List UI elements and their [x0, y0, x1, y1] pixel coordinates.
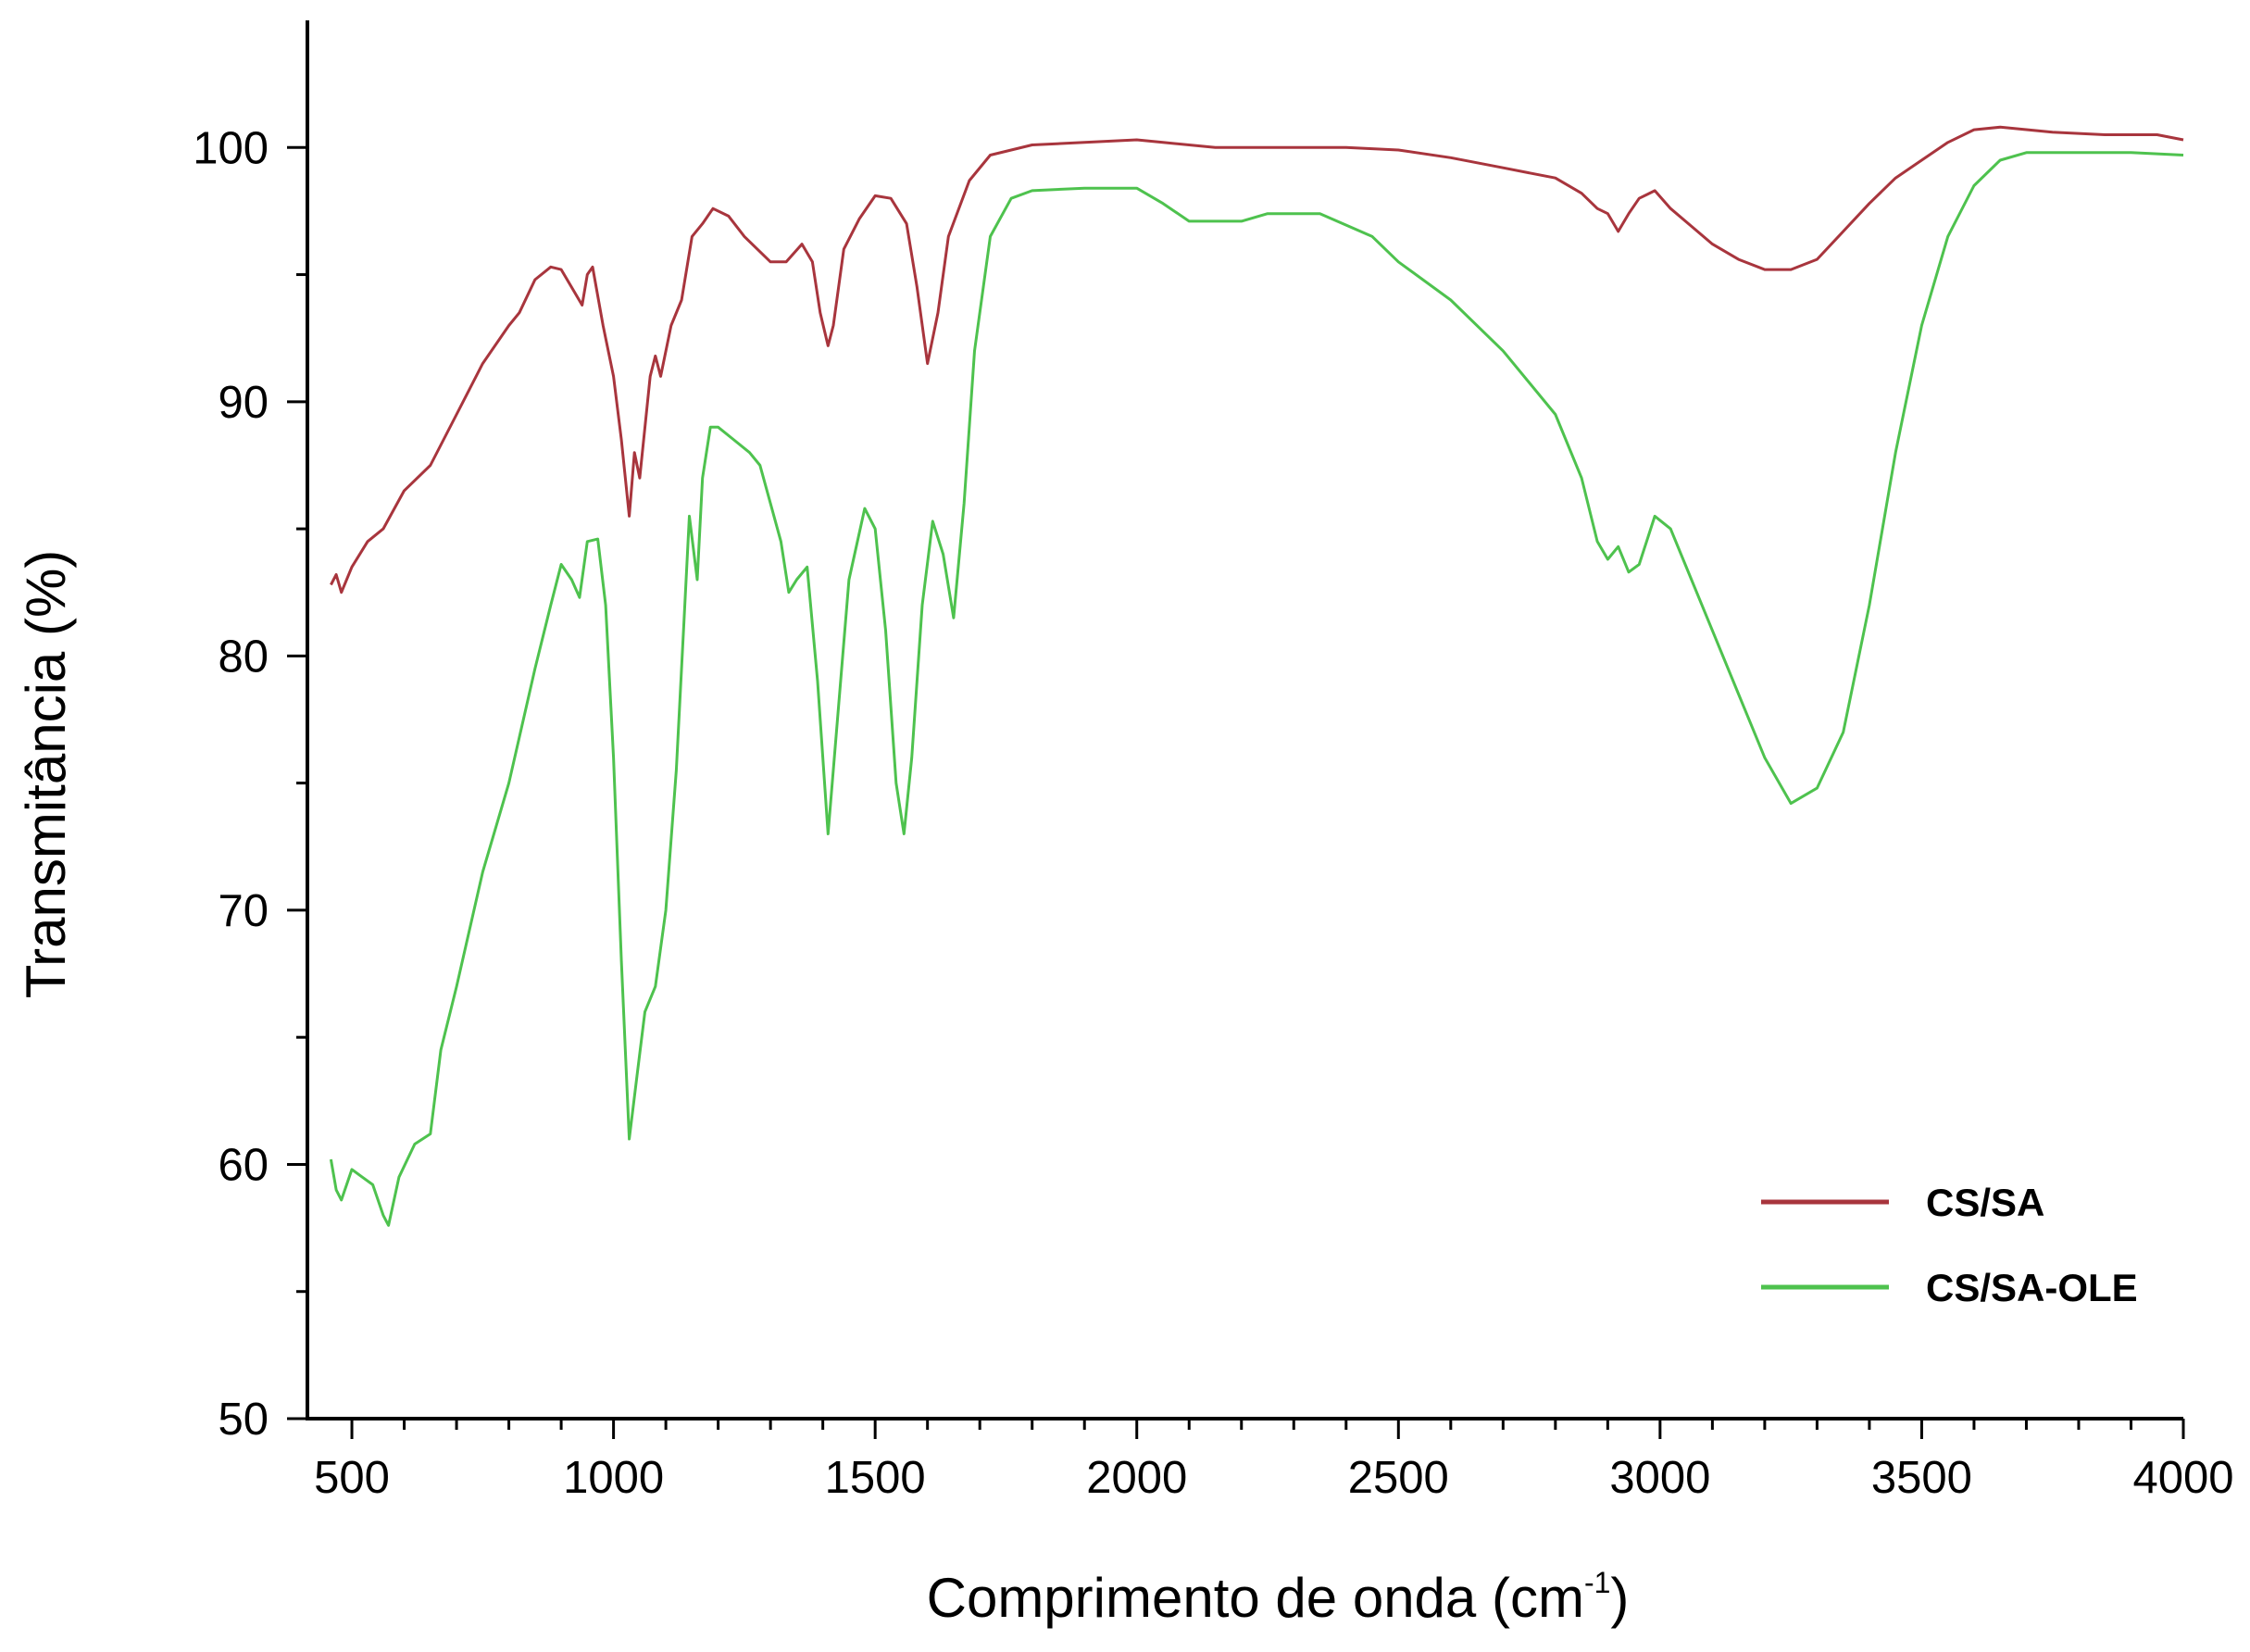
x-tick-label: 1500	[825, 1453, 926, 1503]
x-tick-label: 1000	[563, 1453, 664, 1503]
y-tick-label: 100	[193, 123, 269, 173]
y-axis-title: Transmitância (%)	[15, 550, 77, 999]
y-tick-label: 80	[218, 632, 269, 682]
legend-label: CS/SA-OLE	[1926, 1266, 2138, 1309]
x-tick-label: 2000	[1086, 1453, 1187, 1503]
x-tick-label: 3000	[1609, 1453, 1710, 1503]
x-tick-label: 2500	[1348, 1453, 1449, 1503]
series-layer	[329, 125, 2184, 1227]
axes-layer	[306, 20, 2183, 1420]
y-tick-label: 60	[218, 1140, 269, 1190]
x-tick-label: 4000	[2132, 1453, 2233, 1503]
y-tick-label: 50	[218, 1395, 269, 1445]
x-axis-title-sup: -1	[1584, 1566, 1610, 1599]
legend: CS/SA CS/SA-OLE	[1761, 1181, 2138, 1309]
x-axis-title-close: )	[1610, 1567, 1629, 1629]
x-tick-label: 3500	[1871, 1453, 1972, 1503]
x-axis-title-main: Comprimento de onda (cm	[927, 1567, 1584, 1629]
y-tick-label: 70	[218, 886, 269, 936]
legend-label: CS/SA	[1926, 1181, 2044, 1224]
y-tick-label: 90	[218, 378, 269, 428]
ticks-layer: 500 1000 1500 2000 2500 3000 3500 4000 50 60 70 80 9…	[193, 123, 2233, 1503]
series-line-2	[329, 151, 2184, 1227]
x-axis-title: Comprimento de onda (cm-1)	[927, 1566, 1630, 1629]
series-line-1	[330, 125, 2184, 594]
x-tick-label: 500	[314, 1453, 390, 1503]
